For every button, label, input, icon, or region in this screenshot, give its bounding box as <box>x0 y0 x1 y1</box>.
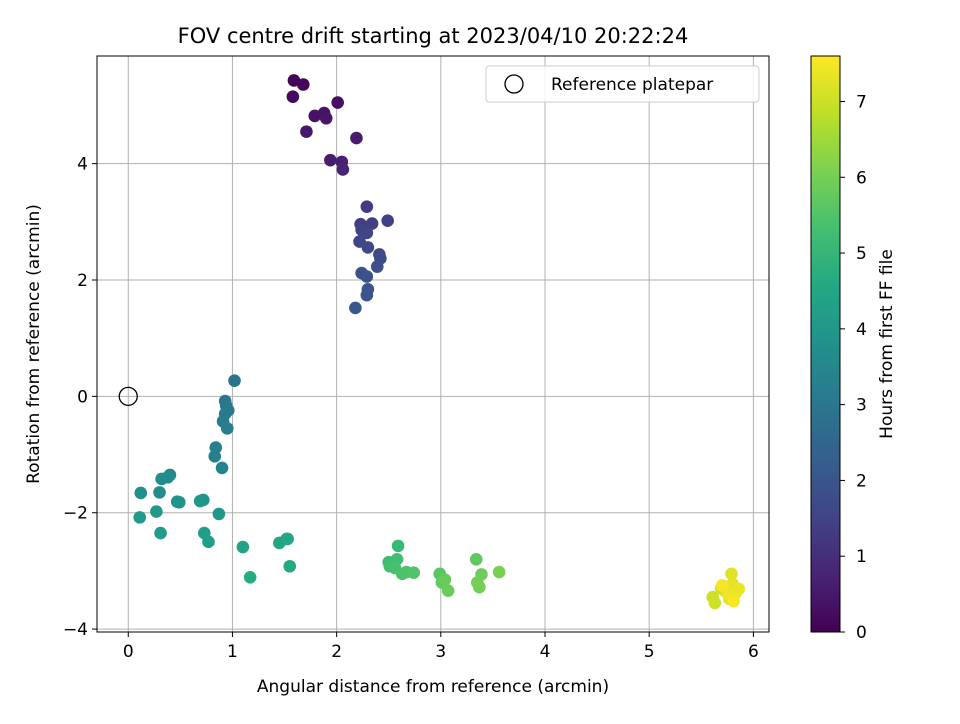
data-point <box>208 449 222 463</box>
data-point <box>349 301 362 315</box>
reference-platepar-marker <box>118 386 138 407</box>
data-point <box>286 90 300 104</box>
data-point <box>153 486 166 499</box>
y-axis-ticks: −4 −2 0 2 4 <box>63 155 97 640</box>
axes-frame <box>96 55 770 633</box>
data-point <box>469 552 483 566</box>
x-axis-ticks: 0 1 2 3 4 5 6 <box>123 632 759 662</box>
data-point <box>220 422 234 435</box>
data-point <box>350 131 363 145</box>
data-point <box>283 559 297 573</box>
data-point <box>296 78 310 91</box>
colorbar-gradient <box>810 55 841 633</box>
data-point <box>300 125 313 138</box>
data-point <box>324 153 337 167</box>
data-point <box>407 566 421 579</box>
data-point <box>473 580 486 594</box>
x-tick-label: 0 <box>123 642 134 662</box>
colorbar-tick-label: 2 <box>856 471 867 491</box>
colorbar-tick-label: 6 <box>856 168 867 188</box>
y-tick-label: 2 <box>77 271 88 291</box>
data-point <box>708 596 722 610</box>
data-point <box>727 594 740 608</box>
data-point <box>202 535 215 549</box>
colorbar: 0 1 2 3 4 5 6 7 Hours from first FF file <box>810 55 897 643</box>
data-point <box>150 505 163 518</box>
y-axis-label: Rotation from reference (arcmin) <box>24 204 44 484</box>
data-point <box>492 565 506 579</box>
colorbar-tick-label: 1 <box>856 547 867 567</box>
data-point <box>391 539 405 553</box>
x-tick-label: 4 <box>540 642 551 662</box>
data-point <box>336 163 350 176</box>
legend-reference-marker <box>504 74 524 94</box>
y-tick-label: 0 <box>77 387 88 407</box>
data-point <box>331 96 344 109</box>
x-axis-label: Angular distance from reference (arcmin) <box>257 677 609 697</box>
data-point <box>134 486 148 500</box>
data-point <box>236 540 250 554</box>
y-tick-label: 4 <box>77 155 88 175</box>
data-point <box>360 288 374 302</box>
colorbar-label: Hours from first FF file <box>877 249 897 439</box>
data-points <box>133 74 746 610</box>
colorbar-tick-label: 7 <box>856 92 867 112</box>
data-point <box>370 260 384 273</box>
data-point <box>381 214 394 227</box>
data-point <box>361 241 375 254</box>
data-point <box>154 526 167 540</box>
data-point <box>133 511 147 524</box>
y-tick-label: −4 <box>63 620 88 640</box>
data-point <box>173 495 186 509</box>
data-point <box>365 217 379 230</box>
colorbar-tick-label: 5 <box>856 244 867 264</box>
grid <box>97 56 769 632</box>
reference-layer <box>118 386 138 407</box>
data-point <box>360 200 374 213</box>
data-point <box>360 226 374 240</box>
data-point <box>228 374 241 387</box>
colorbar-tick-label: 0 <box>856 623 867 643</box>
x-tick-label: 3 <box>435 642 446 662</box>
x-tick-label: 1 <box>227 642 238 662</box>
legend-entry-reference: Reference platepar <box>551 75 713 95</box>
x-tick-label: 6 <box>748 642 759 662</box>
x-tick-label: 2 <box>331 642 342 662</box>
data-point <box>193 494 207 508</box>
data-point <box>155 472 168 486</box>
legend: Reference platepar <box>485 65 760 103</box>
legend-box <box>485 65 760 103</box>
data-point <box>281 532 294 546</box>
data-point <box>725 567 738 581</box>
data-point <box>212 507 226 521</box>
colorbar-tick-label: 3 <box>856 396 867 416</box>
data-point <box>243 571 257 584</box>
data-point <box>360 270 374 283</box>
data-point <box>715 579 729 592</box>
x-tick-label: 5 <box>644 642 655 662</box>
data-point <box>319 111 333 125</box>
data-point <box>215 461 229 475</box>
colorbar-ticks: 0 1 2 3 4 5 6 7 <box>840 92 867 643</box>
chart-title: FOV centre drift starting at 2023/04/10 … <box>178 24 689 48</box>
y-tick-label: −2 <box>63 504 88 524</box>
data-point <box>438 573 452 586</box>
colorbar-tick-label: 4 <box>856 320 867 340</box>
data-point <box>732 582 746 596</box>
data-point <box>441 584 455 597</box>
